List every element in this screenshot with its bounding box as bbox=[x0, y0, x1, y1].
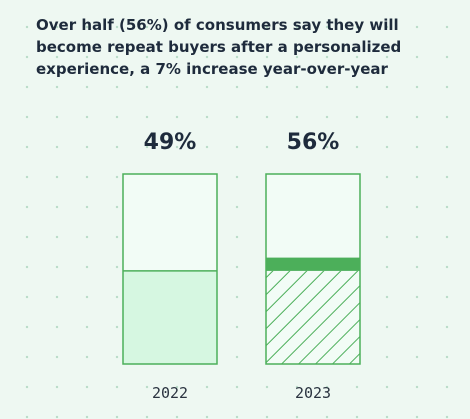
bar-fill-2023 bbox=[266, 270, 360, 364]
bar-fill-2022 bbox=[123, 270, 217, 364]
increase-band-2023 bbox=[266, 257, 360, 271]
value-label-2023: 56% bbox=[287, 130, 340, 155]
bar-outline-2022 bbox=[122, 173, 218, 365]
chart-title: Over half (56%) of consumers say they wi… bbox=[36, 16, 402, 78]
value-label-2022: 49% bbox=[144, 130, 197, 155]
category-label-2023: 2023 bbox=[295, 384, 331, 402]
bar-outline-2023 bbox=[265, 173, 361, 365]
category-label-2022: 2022 bbox=[152, 384, 188, 402]
